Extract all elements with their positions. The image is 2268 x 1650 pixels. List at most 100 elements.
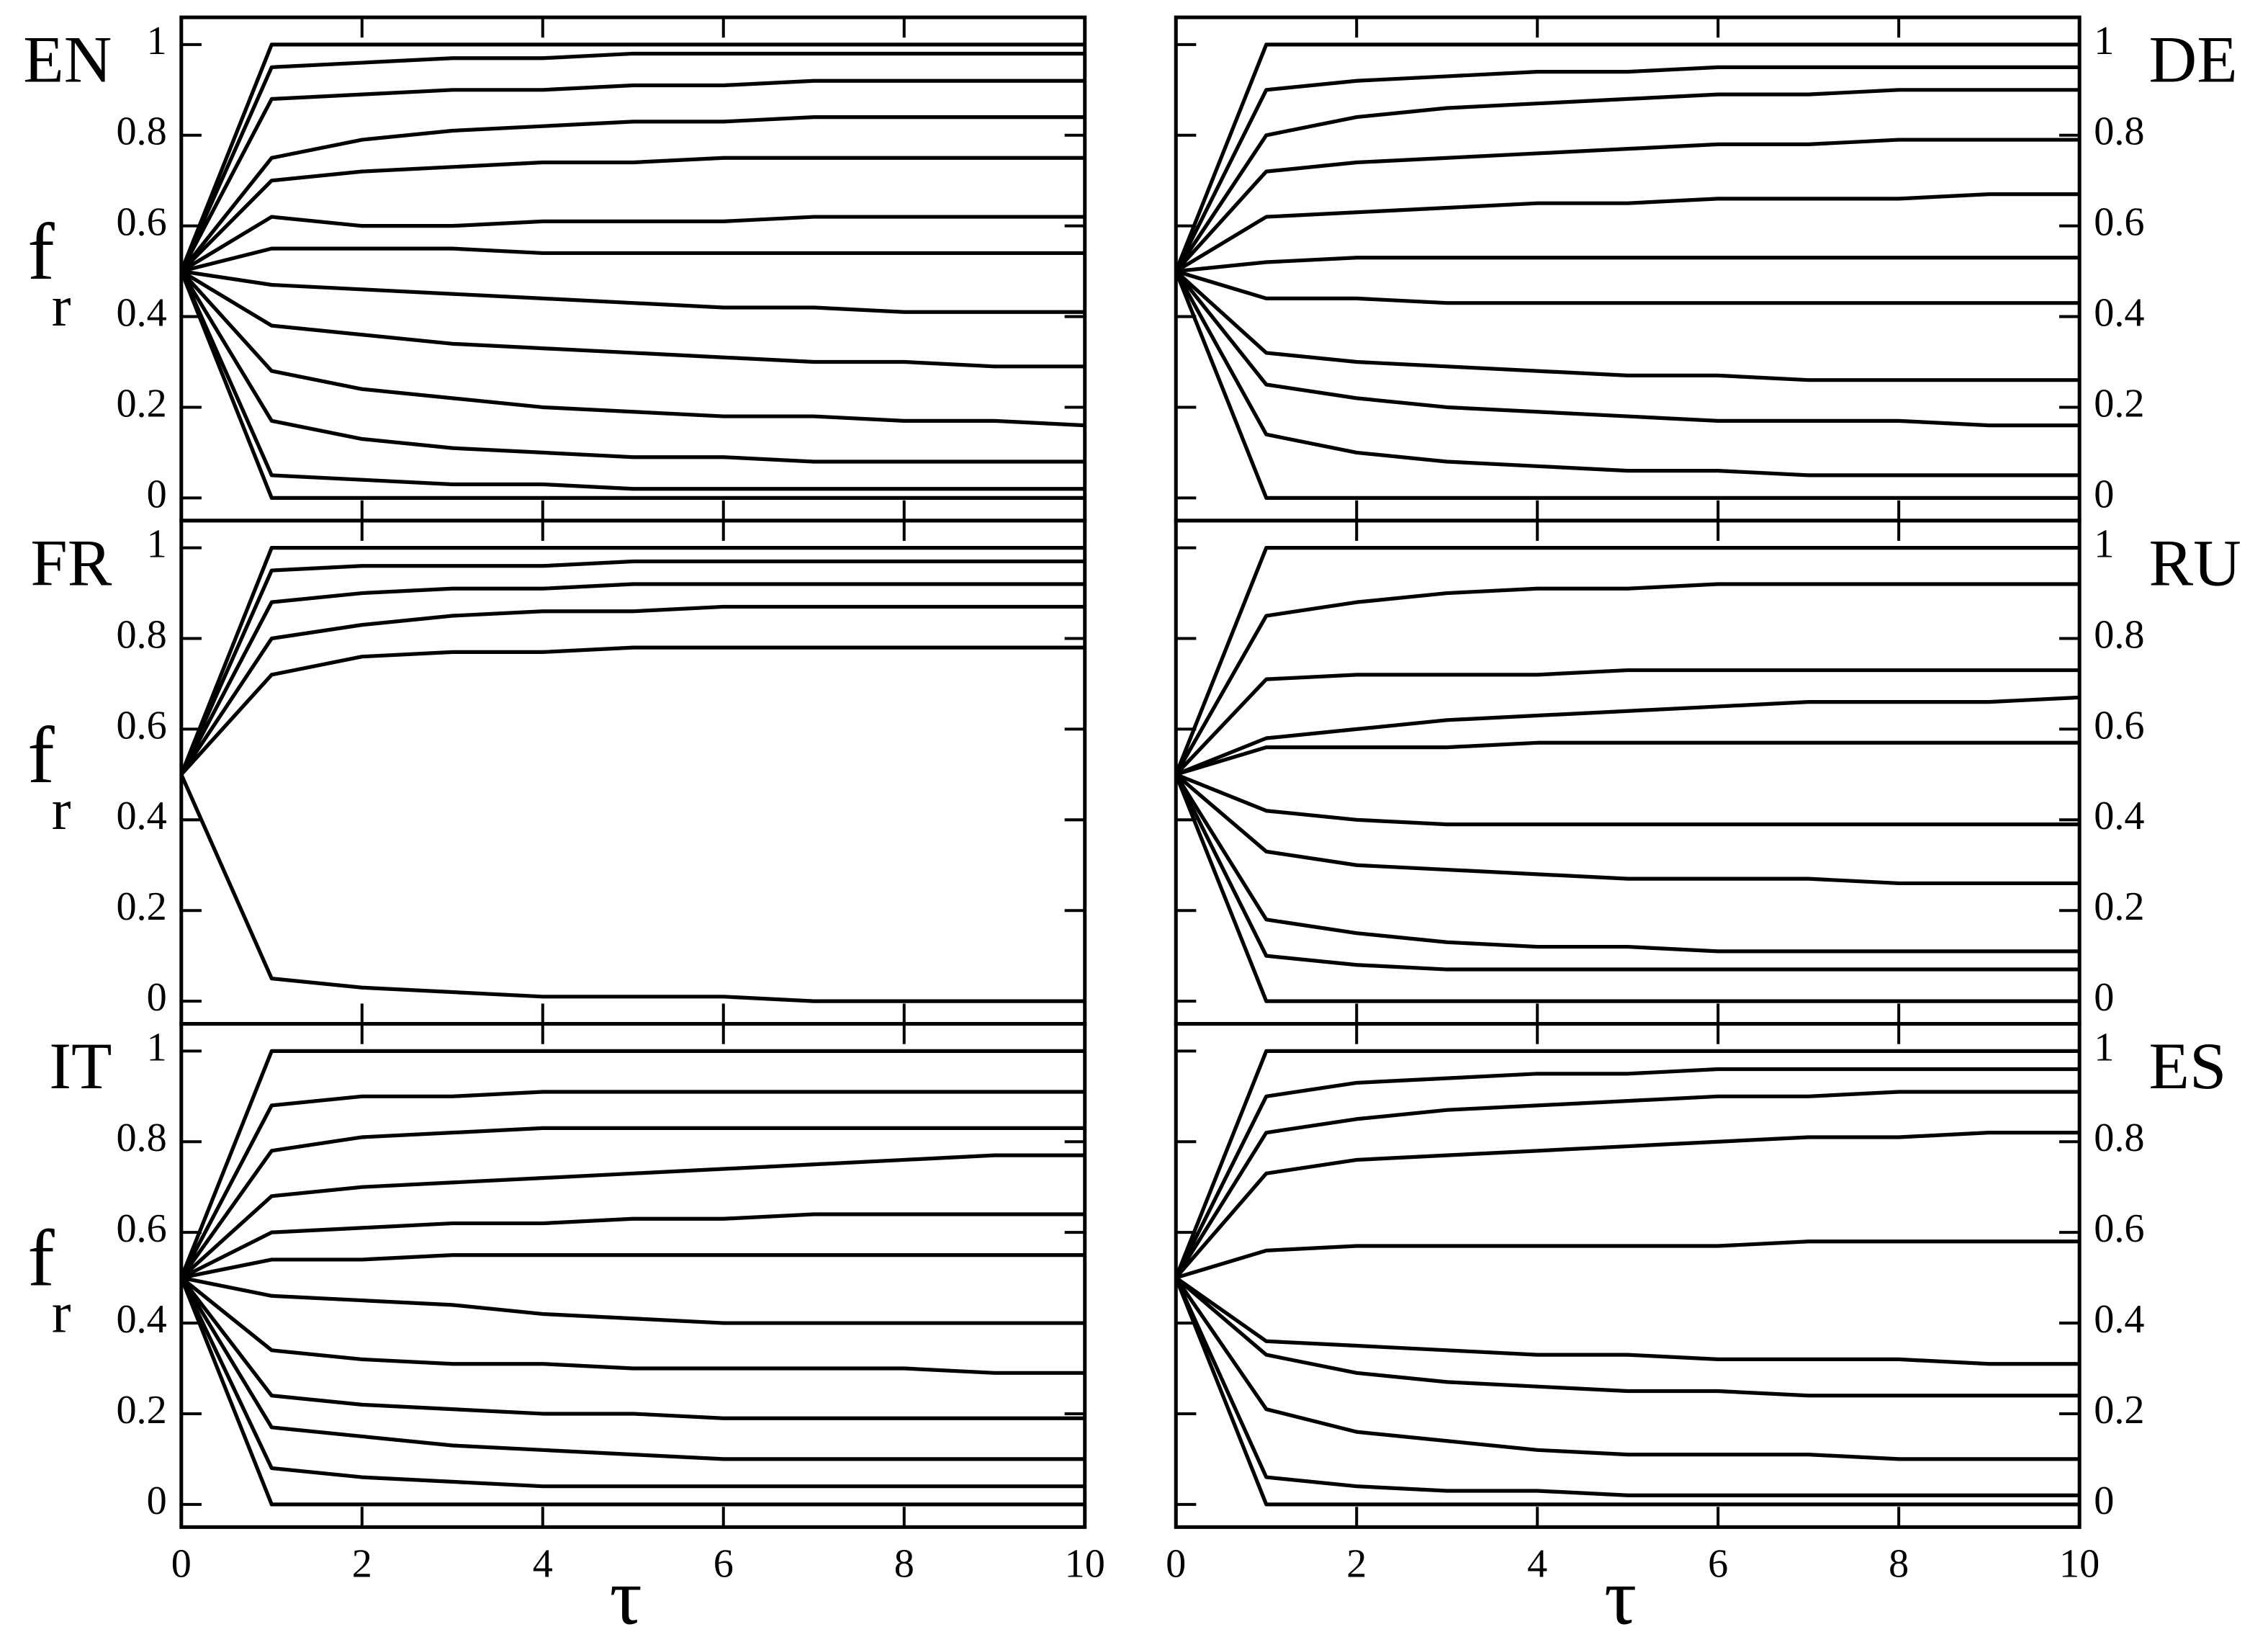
data-line [1176, 88, 2080, 273]
y-tick-label: 0.8 [116, 1116, 166, 1160]
data-line [181, 1126, 1085, 1279]
y-tick-label: 1 [2094, 1025, 2114, 1070]
y-axis-label-subscript: r [52, 1281, 71, 1345]
data-line [1176, 695, 2080, 776]
data-line [1176, 270, 2080, 477]
data-line [1176, 1239, 2080, 1280]
data-line [1176, 269, 2080, 382]
y-tick-label: 0.4 [2094, 794, 2144, 838]
data-line [1176, 774, 2080, 1003]
y-tick-label: 0 [2094, 472, 2114, 516]
y-tick-label: 1 [2094, 522, 2114, 567]
y-tick-label: 0.8 [116, 109, 166, 154]
plot-area [1176, 545, 2080, 1003]
data-line [1176, 774, 2080, 972]
data-line [1176, 42, 2080, 272]
data-line [181, 270, 1085, 500]
data-line [1176, 582, 2080, 776]
y-tick-label: 1 [147, 522, 167, 567]
data-line [181, 1153, 1085, 1280]
y-tick-label: 0.4 [2094, 290, 2144, 335]
x-tick-label: 8 [894, 1541, 914, 1586]
x-axis-label: τ [1604, 1553, 1637, 1642]
x-tick-label: 2 [352, 1541, 372, 1586]
data-line [181, 51, 1085, 272]
y-tick-label: 0 [2094, 1479, 2114, 1523]
data-line [181, 115, 1085, 273]
panel-title: FR [30, 526, 112, 599]
y-tick-label: 0.2 [2094, 381, 2144, 426]
data-line [181, 1275, 1085, 1325]
y-tick-label: 0 [147, 472, 167, 516]
data-line [181, 156, 1085, 273]
data-line [1176, 773, 2080, 954]
plot-area [181, 42, 1085, 500]
data-line [181, 1277, 1085, 1507]
data-line [181, 1276, 1085, 1489]
y-tick-label: 0.6 [2094, 200, 2144, 245]
x-tick-label: 6 [1708, 1541, 1728, 1586]
x-tick-label: 4 [1527, 1541, 1547, 1586]
data-line [181, 545, 1085, 776]
data-line [181, 269, 1085, 314]
data-line [181, 1276, 1085, 1461]
x-tick-label: 0 [171, 1541, 192, 1586]
panel-title: DE [2149, 23, 2238, 97]
y-axis-label-subscript: r [52, 274, 71, 338]
plot-area [181, 1049, 1085, 1507]
data-line [1176, 270, 2080, 500]
x-tick-label: 4 [533, 1541, 553, 1586]
y-tick-label: 1 [147, 19, 167, 63]
x-tick-label: 0 [1166, 1541, 1186, 1586]
data-line [181, 42, 1085, 272]
y-axis-label: f [27, 207, 55, 297]
plot-frame [179, 1022, 1087, 1529]
y-tick-label: 0.2 [116, 1388, 166, 1432]
data-line [1176, 1090, 2080, 1279]
panel-title: IT [49, 1029, 112, 1103]
data-line [1176, 1276, 2080, 1461]
x-tick-label: 6 [714, 1541, 734, 1586]
plot-frame [1174, 1022, 2082, 1529]
x-tick-label: 10 [1065, 1541, 1105, 1586]
y-tick-label: 0.4 [116, 290, 166, 335]
y-axis-label-subscript: r [52, 778, 71, 842]
y-tick-label: 0.2 [2094, 884, 2144, 929]
y-tick-label: 0.4 [116, 794, 166, 838]
panel-title: EN [23, 23, 112, 97]
y-tick-label: 0.8 [2094, 109, 2144, 154]
y-tick-label: 0 [2094, 975, 2114, 1020]
y-tick-label: 0.6 [2094, 1206, 2144, 1251]
y-tick-label: 0.2 [116, 884, 166, 929]
data-line [181, 1253, 1085, 1280]
panel-title: RU [2149, 526, 2241, 599]
data-line [181, 270, 1085, 464]
data-line [181, 269, 1085, 428]
data-line [1176, 545, 2080, 776]
data-line [181, 269, 1085, 369]
data-line [1176, 772, 2080, 827]
data-line [181, 270, 1085, 491]
data-line [181, 215, 1085, 273]
data-line [1176, 256, 2080, 274]
data-line [1176, 192, 2080, 273]
y-tick-label: 1 [147, 1025, 167, 1070]
data-line [181, 582, 1085, 776]
data-line [181, 645, 1085, 776]
data-line [1176, 1277, 2080, 1507]
y-axis-label: f [27, 1214, 55, 1304]
data-line [1176, 1276, 2080, 1398]
y-tick-label: 0.6 [116, 200, 166, 245]
y-tick-label: 0.4 [2094, 1297, 2144, 1342]
y-tick-label: 0.6 [116, 703, 166, 748]
y-tick-label: 0.2 [2094, 1388, 2144, 1432]
data-line [1176, 1277, 2080, 1497]
data-line [181, 604, 1085, 776]
y-axis-label: f [27, 711, 55, 800]
data-line [1176, 740, 2080, 776]
y-tick-label: 0.2 [116, 381, 166, 426]
x-tick-label: 8 [1889, 1541, 1909, 1586]
data-line [181, 774, 1085, 1003]
data-line [1176, 668, 2080, 776]
